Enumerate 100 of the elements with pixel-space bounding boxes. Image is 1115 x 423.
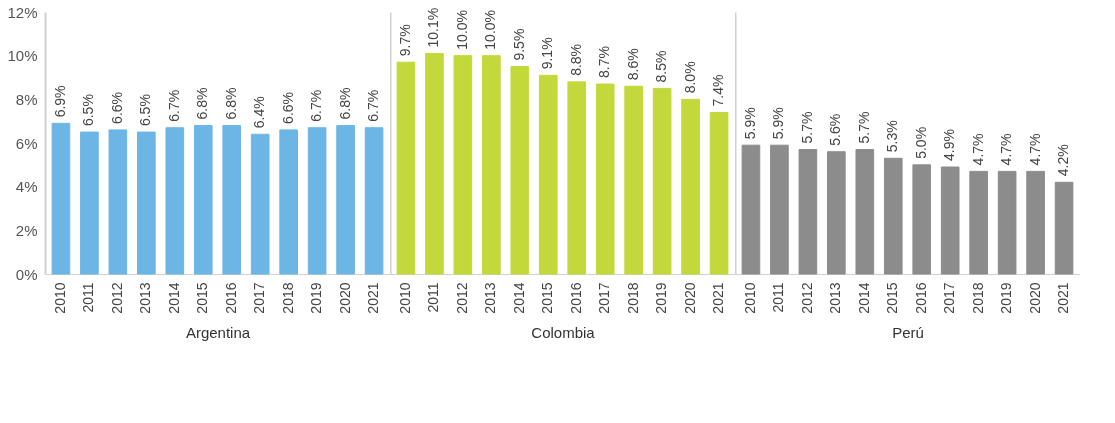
data-label: 6.8% bbox=[194, 87, 211, 120]
x-tick-label: 2015 bbox=[884, 282, 901, 314]
bar bbox=[482, 55, 501, 275]
x-tick-label: 2010 bbox=[741, 282, 758, 314]
x-tick-label: 2019 bbox=[308, 282, 325, 314]
data-label: 5.3% bbox=[884, 120, 901, 153]
data-label: 8.8% bbox=[567, 43, 584, 76]
x-tick-label: 2014 bbox=[510, 282, 527, 314]
bar bbox=[453, 55, 473, 275]
bar bbox=[624, 85, 643, 275]
data-label: 6.9% bbox=[51, 85, 68, 118]
bar bbox=[912, 164, 932, 275]
data-label: 6.6% bbox=[279, 91, 296, 124]
y-tick-label: 0% bbox=[15, 265, 38, 283]
x-tick-label: 2020 bbox=[681, 282, 698, 314]
x-tick-label: 2020 bbox=[336, 282, 353, 314]
data-label: 6.6% bbox=[108, 91, 125, 124]
x-axis-title: Argentina bbox=[185, 323, 251, 341]
data-label: 5.7% bbox=[798, 111, 815, 144]
data-label: 5.9% bbox=[770, 107, 787, 140]
x-tick-label: 2016 bbox=[222, 282, 239, 314]
bar bbox=[798, 149, 818, 275]
x-tick-label: 2011 bbox=[425, 282, 442, 313]
x-tick-label: 2021 bbox=[365, 282, 382, 314]
data-label: 4.7% bbox=[998, 133, 1015, 166]
x-tick-label: 2013 bbox=[482, 282, 499, 314]
bar bbox=[396, 61, 416, 275]
data-label: 6.5% bbox=[80, 94, 97, 127]
x-tick-label: 2010 bbox=[51, 282, 68, 314]
x-axis-title: Perú bbox=[892, 323, 924, 341]
bar bbox=[741, 144, 761, 275]
data-label: 5.9% bbox=[741, 107, 758, 140]
x-tick-label: 2012 bbox=[108, 282, 125, 314]
data-label: 10.1% bbox=[425, 7, 442, 48]
data-label: 9.1% bbox=[539, 37, 556, 70]
data-label: 10.0% bbox=[453, 9, 470, 50]
bar bbox=[567, 81, 587, 275]
bar bbox=[997, 170, 1017, 275]
x-tick-label: 2010 bbox=[396, 282, 413, 314]
data-label: 5.6% bbox=[827, 113, 844, 146]
x-tick-label: 2019 bbox=[998, 282, 1015, 314]
x-tick-label: 2013 bbox=[137, 282, 154, 314]
y-tick-label: 6% bbox=[15, 134, 38, 152]
y-tick-label: 2% bbox=[15, 221, 38, 239]
y-tick-label: 4% bbox=[15, 178, 38, 196]
bar bbox=[855, 149, 875, 275]
data-label: 8.6% bbox=[624, 48, 641, 81]
data-label: 8.0% bbox=[681, 61, 698, 94]
x-tick-label: 2015 bbox=[539, 282, 556, 314]
x-tick-label: 2018 bbox=[279, 282, 296, 314]
bar bbox=[1054, 181, 1074, 275]
x-tick-label: 2021 bbox=[710, 282, 727, 314]
data-label: 4.2% bbox=[1055, 144, 1072, 177]
bar bbox=[681, 98, 700, 275]
y-tick-label: 8% bbox=[15, 90, 38, 108]
x-tick-label: 2021 bbox=[1055, 282, 1072, 314]
x-tick-label: 2015 bbox=[194, 282, 211, 314]
data-label: 5.0% bbox=[912, 126, 929, 159]
data-label: 5.7% bbox=[855, 111, 872, 144]
x-tick-label: 2020 bbox=[1026, 282, 1043, 314]
x-tick-label: 2018 bbox=[624, 282, 641, 314]
data-label: 7.4% bbox=[710, 74, 727, 107]
x-tick-label: 2018 bbox=[969, 282, 986, 314]
data-label: 9.5% bbox=[510, 28, 527, 61]
x-tick-label: 2017 bbox=[941, 282, 958, 314]
x-tick-label: 2017 bbox=[596, 282, 613, 314]
x-axis-title: Colombia bbox=[531, 323, 596, 341]
x-tick-label: 2016 bbox=[567, 282, 584, 314]
y-tick-label: 10% bbox=[7, 47, 38, 65]
x-tick-label: 2012 bbox=[798, 282, 815, 314]
x-tick-label: 2014 bbox=[165, 282, 182, 314]
data-label: 9.7% bbox=[396, 24, 413, 57]
x-tick-label: 2019 bbox=[653, 282, 670, 314]
x-tick-label: 2011 bbox=[80, 282, 97, 313]
x-tick-label: 2014 bbox=[855, 282, 872, 314]
data-label: 6.5% bbox=[137, 94, 154, 127]
x-tick-label: 2013 bbox=[827, 282, 844, 314]
bar bbox=[770, 144, 789, 275]
data-label: 10.0% bbox=[482, 9, 499, 50]
bar bbox=[595, 83, 615, 275]
bar bbox=[652, 87, 672, 275]
data-label: 6.8% bbox=[222, 87, 239, 120]
data-label: 6.7% bbox=[165, 89, 182, 122]
y-tick-label: 12% bbox=[7, 3, 38, 21]
bar bbox=[940, 166, 960, 275]
x-tick-label: 2016 bbox=[912, 282, 929, 314]
data-label: 6.7% bbox=[308, 89, 325, 122]
data-label: 6.4% bbox=[251, 96, 268, 129]
data-label: 4.7% bbox=[969, 133, 986, 166]
data-label: 8.7% bbox=[596, 46, 613, 79]
bar bbox=[969, 170, 988, 275]
x-tick-label: 2011 bbox=[770, 282, 787, 313]
data-label: 6.7% bbox=[365, 89, 382, 122]
data-label: 4.7% bbox=[1026, 133, 1043, 166]
bar bbox=[425, 52, 444, 275]
bar bbox=[1026, 170, 1045, 275]
data-label: 4.9% bbox=[941, 129, 958, 162]
x-tick-label: 2012 bbox=[453, 282, 470, 314]
data-label: 6.8% bbox=[336, 87, 353, 120]
bar bbox=[883, 157, 903, 275]
